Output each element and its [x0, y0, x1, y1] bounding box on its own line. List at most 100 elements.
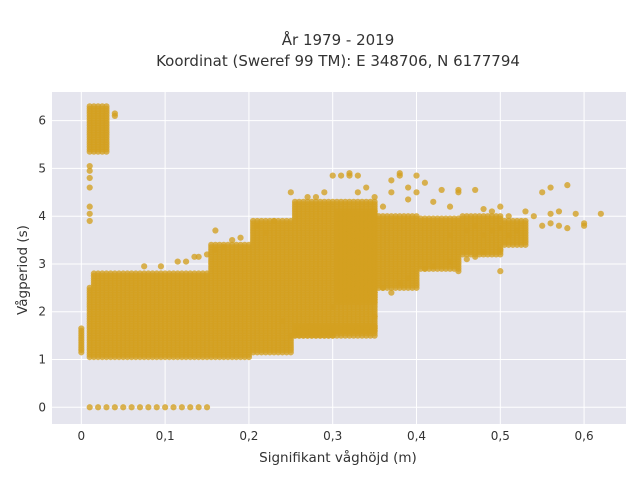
data-point [86, 162, 93, 170]
data-point [363, 184, 370, 191]
data-point [94, 404, 102, 411]
chart-subtitle: Koordinat (Sweref 99 TM): E 348706, N 61… [156, 52, 520, 70]
data-point [522, 217, 529, 225]
data-point [547, 210, 554, 217]
data-point [304, 322, 311, 330]
chart-title: År 1979 - 2019 [282, 30, 395, 49]
data-point [229, 236, 236, 244]
data-point [480, 205, 487, 213]
y-tick-label: 5 [38, 161, 46, 175]
data-point [86, 404, 93, 411]
data-point [379, 284, 387, 291]
data-point [354, 189, 361, 196]
data-point [555, 208, 563, 215]
data-point [488, 208, 496, 215]
x-tick-label: 0,3 [323, 429, 342, 443]
x-tick-label: 0,5 [491, 429, 510, 443]
data-point [354, 325, 361, 332]
data-point [337, 172, 345, 179]
data-point [371, 322, 378, 330]
data-point [103, 404, 110, 411]
data-point [405, 184, 412, 191]
data-point [270, 217, 278, 225]
data-point [497, 213, 504, 220]
data-point [312, 193, 320, 201]
data-point [329, 172, 336, 179]
data-point [421, 179, 428, 186]
x-tick-label: 0,1 [156, 429, 175, 443]
data-point [497, 203, 504, 210]
data-point [111, 404, 118, 411]
data-points [78, 103, 604, 411]
data-point [86, 217, 93, 225]
data-point [446, 258, 454, 265]
y-tick-label: 6 [38, 114, 46, 128]
data-point [178, 404, 185, 411]
data-point [572, 210, 579, 217]
data-point [86, 167, 93, 174]
data-point [212, 227, 219, 234]
data-point [136, 404, 144, 411]
x-tick-label: 0,6 [575, 429, 594, 443]
data-point [174, 258, 181, 265]
data-point [128, 404, 135, 411]
data-point [405, 275, 412, 282]
data-point [195, 253, 202, 260]
data-point [472, 222, 479, 229]
data-point [438, 186, 445, 194]
data-point [304, 193, 311, 201]
y-axis-label: Vågperiod (s) [14, 225, 31, 315]
data-point [187, 404, 194, 411]
data-point [363, 294, 370, 301]
data-point [430, 198, 437, 205]
data-point [564, 225, 571, 232]
x-tick-label: 0,2 [239, 429, 258, 443]
data-point [597, 210, 604, 217]
x-tick-label: 0,4 [407, 429, 426, 443]
data-point [581, 222, 588, 229]
data-point [388, 177, 395, 184]
data-point [371, 208, 378, 215]
data-point [379, 203, 387, 210]
y-tick-label: 4 [38, 209, 46, 223]
data-point [157, 263, 165, 270]
data-point [354, 172, 361, 179]
data-point [463, 227, 470, 234]
data-point [371, 198, 378, 205]
data-point [480, 232, 487, 239]
data-point [329, 303, 336, 311]
data-point [287, 332, 294, 339]
data-point [446, 232, 454, 239]
data-point [421, 265, 428, 272]
data-point [505, 213, 512, 220]
data-point [396, 279, 403, 287]
y-tick-label: 3 [38, 257, 46, 271]
data-point [203, 251, 211, 258]
data-point [182, 258, 190, 265]
data-point [354, 299, 361, 306]
data-point [195, 404, 202, 411]
data-point [321, 327, 328, 334]
data-point [455, 186, 462, 194]
data-point [396, 170, 403, 177]
y-tick-label: 0 [38, 400, 46, 414]
data-point [103, 103, 110, 110]
data-point [371, 313, 378, 320]
data-point [388, 289, 395, 296]
data-point [547, 184, 554, 191]
data-point [463, 256, 470, 263]
data-point [555, 222, 563, 229]
data-point [120, 404, 127, 411]
data-point [86, 210, 93, 217]
data-point [446, 203, 454, 210]
data-point [203, 404, 211, 411]
data-point [480, 248, 487, 256]
data-point [346, 170, 353, 177]
data-point [86, 203, 93, 210]
data-point [371, 193, 378, 201]
data-point [547, 220, 554, 227]
y-tick-label: 1 [38, 353, 46, 367]
data-point [321, 189, 328, 196]
